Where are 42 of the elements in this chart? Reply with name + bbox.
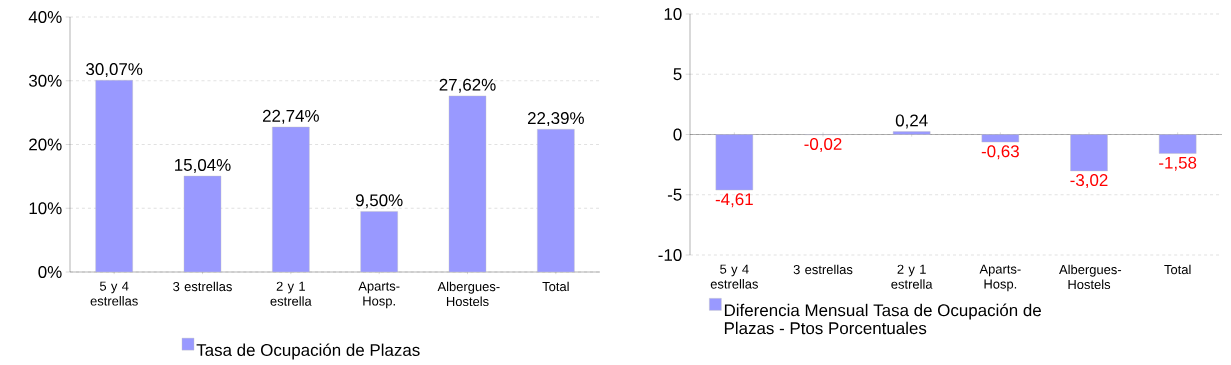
bar: [272, 126, 310, 273]
y-tick-label: 30%: [28, 74, 62, 87]
data-label: 15,04%: [175, 158, 231, 173]
x-tick-label: 2 y 1 estrella: [891, 264, 933, 289]
bar: [537, 129, 575, 273]
x-tick-label: 2 y 1 estrella: [270, 281, 312, 306]
data-label: -0,63: [981, 145, 1019, 160]
y-tick-label: -5: [667, 188, 682, 201]
legend-label: Diferencia Mensual Tasa de Ocupación de Plazas - Ptos Porcentuales: [724, 303, 1041, 335]
bar: [448, 95, 487, 273]
data-label: -3,02: [1070, 174, 1108, 189]
data-label: 22,39%: [527, 112, 584, 127]
x-tick-label: Total: [1164, 264, 1191, 275]
data-label: 9,50%: [355, 194, 403, 209]
x-tick-label: 3 estrellas: [793, 264, 853, 275]
bar: [95, 80, 133, 273]
data-label: -1,58: [1159, 156, 1197, 171]
x-tick-label: Total: [542, 281, 569, 292]
x-tick-label: 5 y 4 estrellas: [710, 264, 758, 289]
bar: [183, 175, 222, 273]
x-tick-label: 3 estrellas: [173, 281, 232, 292]
x-tick-label: Aparts-Hosp.: [358, 281, 400, 309]
y-tick-label: 20%: [29, 138, 62, 151]
data-label: 0,24: [895, 114, 928, 129]
data-label: 30,07%: [86, 63, 143, 78]
y-tick-label: 10%: [29, 202, 62, 215]
x-tick-label: Albergues-Hostels: [1059, 264, 1122, 290]
legend-label: Tasa de Ocupación de Plazas: [196, 343, 420, 360]
data-label: 27,62%: [439, 78, 496, 93]
x-tick-label: Aparts-Hosp.: [979, 264, 1021, 292]
y-tick-label: 0%: [38, 266, 62, 278]
x-tick-label: Albergues-Hostels: [437, 281, 500, 307]
bar: [360, 211, 398, 273]
x-tick-label: 5 y 4 estrellas: [90, 281, 138, 306]
y-tick-label: -10: [658, 249, 682, 261]
data-label: -4,61: [715, 193, 753, 208]
y-tick-label: 10: [664, 8, 682, 20]
y-tick-label: 5: [673, 68, 682, 81]
data-label: 22,74%: [262, 109, 319, 124]
data-label: -0,02: [804, 137, 842, 152]
y-tick-label: 40%: [28, 11, 62, 23]
y-tick-label: 0: [673, 128, 682, 141]
